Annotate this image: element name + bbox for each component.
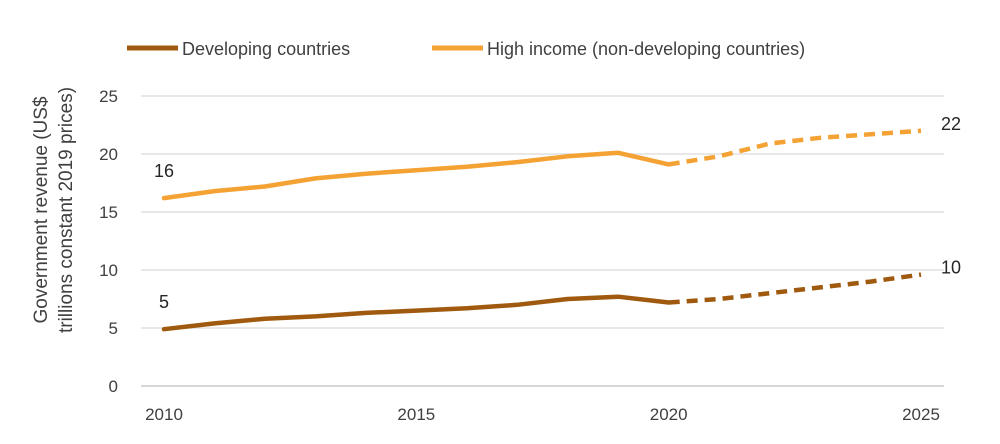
gridlines xyxy=(141,95,944,387)
x-tick-label-2025: 2025 xyxy=(902,405,940,424)
data-label-series-0-2010: 5 xyxy=(159,292,169,312)
y-tick-label-25: 25 xyxy=(99,87,118,106)
y-axis-title: Government revenue (US$ trillions consta… xyxy=(31,87,77,333)
x-tick-label-2020: 2020 xyxy=(650,405,688,424)
data-label-series-1-2025: 22 xyxy=(941,114,961,134)
series-lines xyxy=(161,128,922,332)
y-tick-label-20: 20 xyxy=(99,145,118,164)
legend: Developing countries High income (non-de… xyxy=(127,39,805,59)
legend-label-high-income: High income (non-developing countries) xyxy=(487,39,805,59)
series-0-projection-line xyxy=(668,272,922,305)
x-axis-ticks: 2010 2015 2020 2025 xyxy=(145,405,940,424)
y-tick-label-15: 15 xyxy=(99,203,118,222)
y-axis-title-line-2: trillions constant 2019 prices) xyxy=(56,87,77,333)
x-tick-label-2015: 2015 xyxy=(397,405,435,424)
series-1-projection-line xyxy=(668,128,922,167)
series-1-actual-line xyxy=(161,150,671,201)
series-0-actual-line xyxy=(161,294,671,332)
y-axis-ticks: 0 5 10 15 20 25 xyxy=(99,87,118,396)
data-label-series-0-2025: 10 xyxy=(941,258,961,278)
data-label-series-1-2010: 16 xyxy=(154,161,174,181)
x-tick-label-2010: 2010 xyxy=(145,405,183,424)
y-tick-label-0: 0 xyxy=(109,377,118,396)
data-labels: 5 10 16 22 xyxy=(154,114,961,312)
y-axis-title-line-1: Government revenue (US$ xyxy=(31,96,52,323)
y-tick-label-5: 5 xyxy=(109,319,118,338)
legend-label-developing: Developing countries xyxy=(182,39,350,59)
y-tick-label-10: 10 xyxy=(99,261,118,280)
